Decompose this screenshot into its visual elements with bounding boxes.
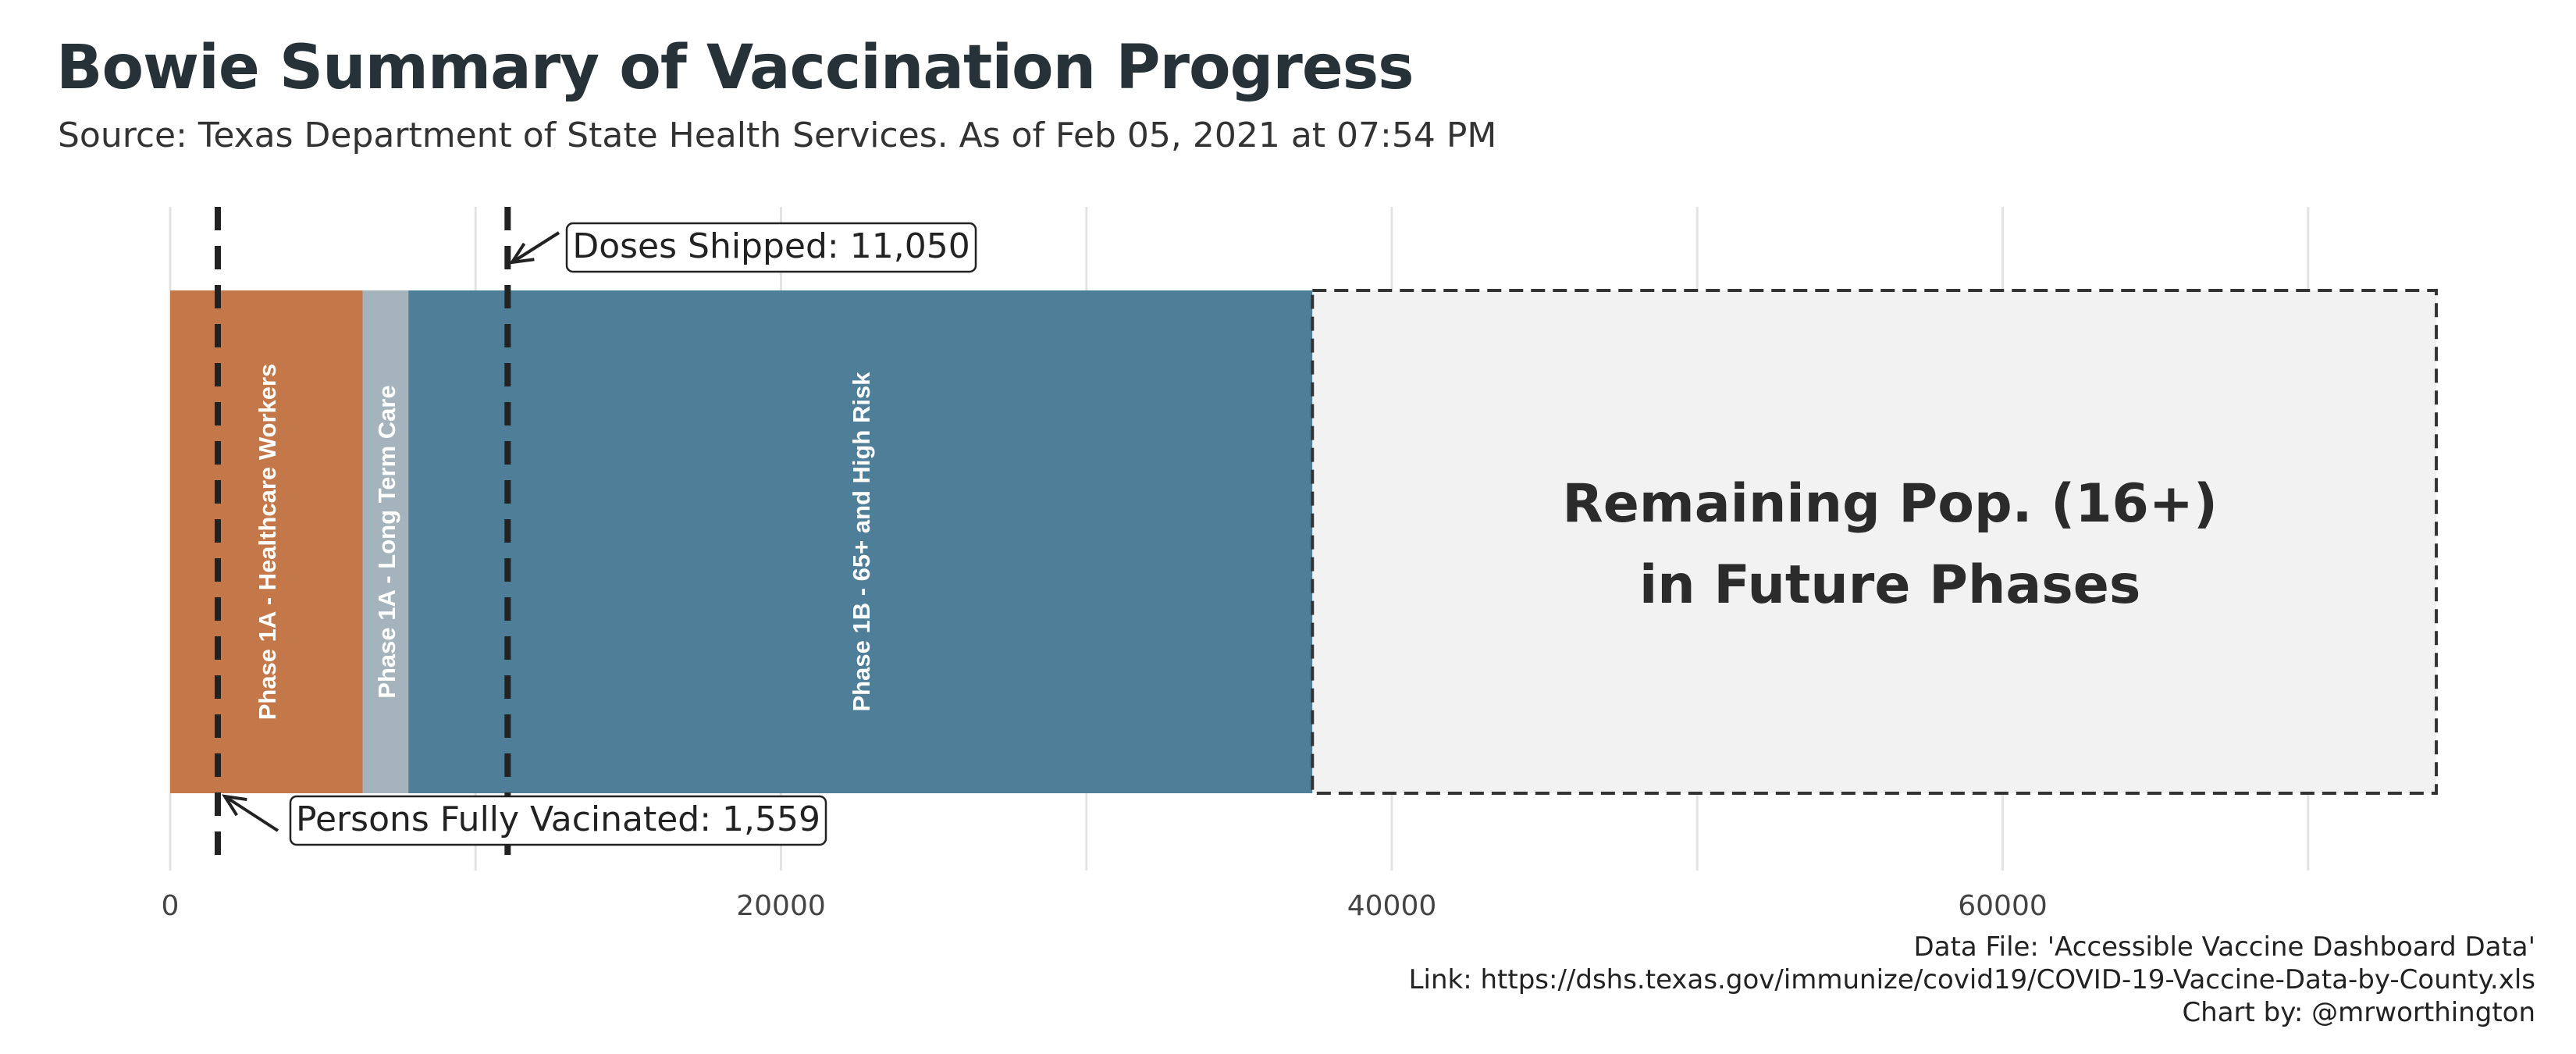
segment-label: Remaining Pop. (16+) bbox=[1562, 473, 2218, 535]
marker-arrow bbox=[511, 231, 560, 264]
segment-label: Phase 1A - Healthcare Workers bbox=[254, 364, 281, 721]
chart-title: Bowie Summary of Vaccination Progress bbox=[56, 33, 1414, 103]
chart-caption: Data File: 'Accessible Vaccine Dashboard… bbox=[1409, 931, 2535, 1029]
chart-subtitle: Source: Texas Department of State Health… bbox=[58, 116, 1497, 155]
segment-label: in Future Phases bbox=[1639, 554, 2140, 616]
bar-segment bbox=[1311, 289, 2439, 795]
x-tick-label: 20000 bbox=[736, 890, 826, 922]
caption-author: Chart by: @mrworthington bbox=[2182, 997, 2535, 1028]
x-tick-label: 60000 bbox=[1958, 890, 2048, 922]
segment-label: Phase 1B - 65+ and High Risk bbox=[848, 372, 875, 712]
reference-markers: Doses Shipped: 11,050 Persons Fully Vacin… bbox=[214, 207, 977, 871]
segment-labels: Phase 1A - Healthcare Workers Phase 1A - … bbox=[254, 364, 2218, 721]
caption-link: Link: https://dshs.texas.gov/immunize/co… bbox=[1408, 964, 2535, 995]
x-axis-ticks: 0 20000 40000 60000 bbox=[162, 890, 2048, 922]
marker-label: Doses Shipped: 11,050 bbox=[572, 226, 970, 266]
bar-segment bbox=[362, 290, 409, 793]
marker-arrowhead bbox=[221, 794, 247, 817]
caption-data-file: Data File: 'Accessible Vaccine Dashboard… bbox=[1913, 931, 2535, 963]
x-tick-label: 0 bbox=[162, 890, 180, 922]
bar-segment bbox=[408, 290, 1313, 793]
x-tick-label: 40000 bbox=[1347, 890, 1437, 922]
bar-segment bbox=[170, 290, 363, 793]
segment-label: Phase 1A - Long Term Care bbox=[373, 385, 400, 698]
marker-label-box bbox=[565, 222, 977, 273]
marker-label-box bbox=[289, 795, 827, 846]
marker-arrow bbox=[223, 795, 279, 832]
marker-label: Persons Fully Vacinated: 1,559 bbox=[296, 799, 820, 839]
marker-arrowhead bbox=[508, 242, 535, 265]
stacked-bar bbox=[170, 289, 2439, 795]
